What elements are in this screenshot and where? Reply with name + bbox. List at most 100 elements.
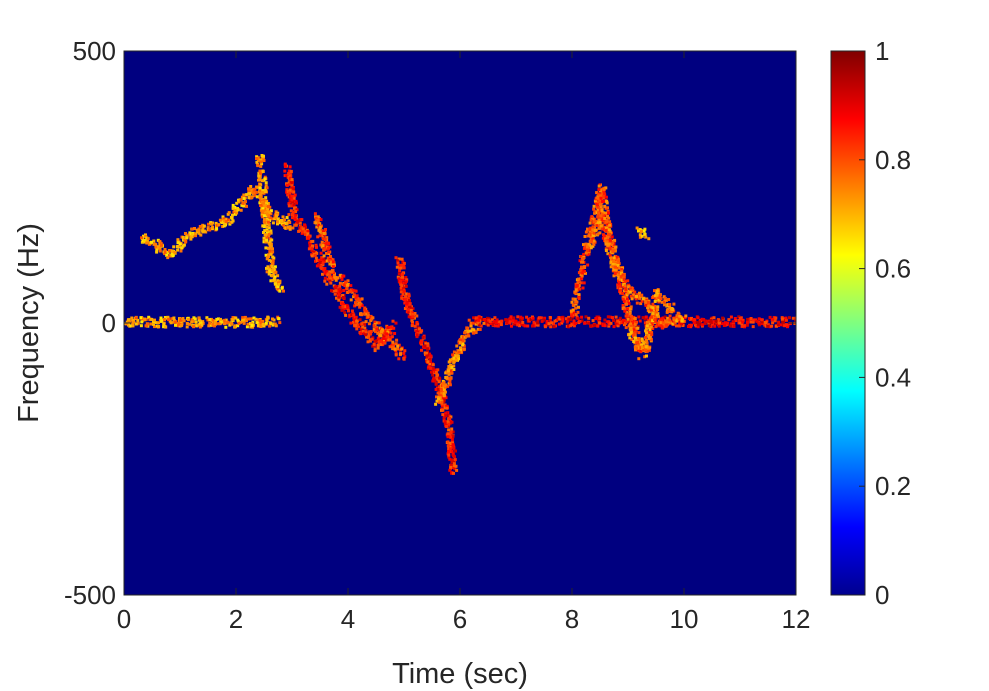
heatmap-cell — [314, 216, 318, 220]
heatmap-cell — [290, 178, 294, 182]
heatmap-cell — [403, 307, 407, 310]
heatmap-cell — [307, 247, 311, 251]
heatmap-cell — [664, 320, 668, 324]
heatmap-cell — [687, 325, 690, 328]
heatmap-cell — [481, 318, 485, 322]
heatmap-cell — [592, 204, 596, 208]
heatmap-cell — [218, 322, 222, 326]
heatmap-cell — [264, 246, 268, 250]
heatmap-cell — [267, 226, 271, 230]
heatmap-cell — [258, 169, 262, 173]
heatmap-cell — [166, 256, 170, 260]
heatmap-cell — [409, 315, 413, 319]
heatmap-cell — [595, 224, 599, 228]
heatmap-cell — [673, 321, 677, 325]
heatmap-cell — [594, 219, 598, 223]
heatmap-cell — [215, 223, 219, 227]
heatmap-cell — [176, 238, 180, 242]
heatmap-cell — [291, 216, 294, 220]
heatmap-cell — [130, 316, 134, 320]
heatmap-cell — [650, 333, 654, 337]
heatmap-cell — [684, 314, 688, 318]
heatmap-cell — [397, 263, 401, 267]
heatmap-cell — [658, 293, 662, 297]
heatmap-cell — [448, 441, 452, 445]
heatmap-cell — [452, 364, 456, 368]
heatmap-cell — [164, 325, 168, 329]
heatmap-cell — [469, 324, 473, 328]
heatmap-cell — [462, 344, 466, 348]
heatmap-cell — [340, 308, 344, 312]
heatmap-cell — [477, 318, 481, 322]
heatmap-cell — [592, 323, 596, 327]
heatmap-cell — [665, 310, 669, 314]
y-tick-label: 500 — [73, 36, 116, 66]
heatmap-cell — [230, 322, 234, 325]
heatmap-cell — [623, 284, 627, 288]
heatmap-cell — [331, 265, 335, 269]
heatmap-cell — [331, 289, 335, 293]
heatmap-cell — [411, 307, 415, 311]
heatmap-cell — [237, 322, 241, 325]
heatmap-cell — [581, 260, 584, 264]
heatmap-cell — [552, 322, 555, 326]
heatmap-cell — [194, 232, 197, 236]
heatmap-cell — [531, 324, 534, 328]
heatmap-cell — [270, 262, 274, 265]
heatmap-cell — [659, 297, 663, 301]
heatmap-cell — [136, 318, 140, 322]
heatmap-cell — [472, 328, 476, 332]
heatmap-cell — [404, 295, 408, 299]
heatmap-cell — [185, 236, 189, 240]
heatmap-cell — [625, 290, 628, 294]
heatmap-cell — [580, 315, 584, 319]
heatmap-cell — [624, 288, 628, 292]
heatmap-cell — [328, 279, 332, 283]
heatmap-cell — [242, 193, 246, 197]
heatmap-cell — [257, 171, 261, 175]
heatmap-cell — [214, 221, 218, 225]
heatmap-cell — [698, 320, 702, 324]
heatmap-cell — [354, 289, 358, 293]
heatmap-cell — [622, 320, 626, 324]
heatmap-cell — [231, 219, 235, 223]
heatmap-cell — [618, 277, 622, 281]
heatmap-cell — [476, 321, 480, 325]
heatmap-cell — [738, 321, 742, 325]
heatmap-cell — [289, 209, 293, 213]
heatmap-cell — [208, 318, 212, 322]
heatmap-cell — [636, 341, 640, 344]
heatmap-cell — [289, 173, 293, 177]
heatmap-cell — [260, 162, 264, 166]
heatmap-cell — [644, 345, 648, 349]
heatmap-cell — [132, 320, 136, 324]
heatmap-cell — [415, 333, 419, 337]
heatmap-cell — [131, 324, 135, 328]
heatmap-cell — [476, 327, 480, 331]
heatmap-cell — [447, 422, 451, 426]
heatmap-cell — [606, 244, 610, 248]
heatmap-cell — [322, 230, 326, 234]
heatmap-cell — [656, 305, 660, 309]
heatmap-cell — [447, 453, 451, 457]
heatmap-cell — [598, 203, 602, 207]
heatmap-cell — [354, 301, 357, 305]
heatmap-cell — [258, 319, 262, 323]
heatmap-cell — [452, 471, 455, 475]
heatmap-cell — [584, 242, 588, 246]
heatmap-cell — [635, 294, 638, 298]
heatmap-cell — [592, 231, 596, 235]
heatmap-cell — [629, 314, 633, 318]
heatmap-cell — [450, 371, 454, 375]
heatmap-cell — [444, 414, 448, 418]
heatmap-cell — [499, 323, 503, 327]
heatmap-cell — [663, 315, 667, 319]
heatmap-cell — [355, 327, 359, 331]
heatmap-cell — [628, 336, 632, 340]
heatmap-cell — [160, 319, 163, 323]
heatmap-cell — [603, 204, 607, 208]
heatmap-cell — [663, 296, 667, 300]
heatmap-cell — [600, 187, 604, 191]
heatmap-cell — [197, 316, 201, 320]
heatmap-cell — [643, 321, 647, 325]
